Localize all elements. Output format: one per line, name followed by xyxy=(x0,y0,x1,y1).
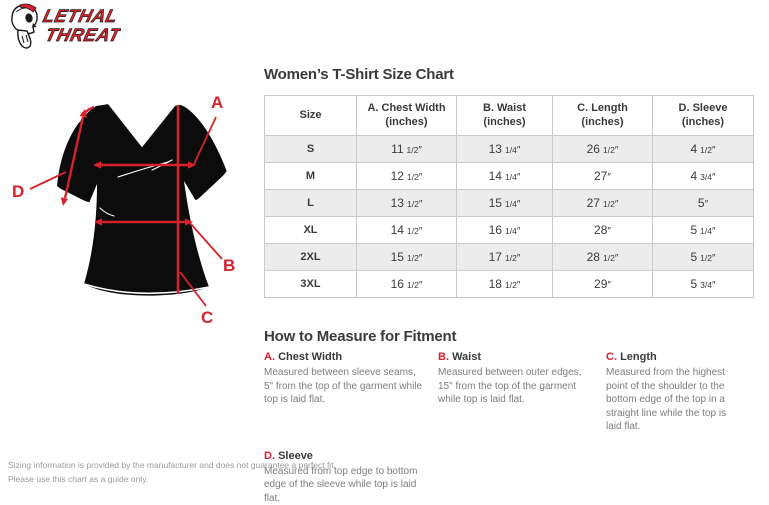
tshirt-silhouette xyxy=(57,104,227,296)
table-header-row: Size A. Chest Width (inches) B. Waist (i… xyxy=(265,96,754,136)
column-header-size: Size xyxy=(265,96,357,136)
size-label-cell: S xyxy=(265,136,357,163)
size-chart-table: Size A. Chest Width (inches) B. Waist (i… xyxy=(264,95,754,298)
measure-item-heading: C. Length xyxy=(606,351,742,363)
measure-item-name: Chest Width xyxy=(278,351,342,363)
size-label-cell: M xyxy=(265,163,357,190)
size-label-cell: 2XL xyxy=(265,244,357,271)
diagram-label-b: B xyxy=(223,256,235,275)
diagram-label-a: A xyxy=(211,93,223,112)
measure-item-letter: C. xyxy=(606,351,617,363)
disclaimer-line-1: Sizing information is provided by the ma… xyxy=(8,458,336,472)
column-header-waist: B. Waist (inches) xyxy=(457,96,553,136)
measure-item-heading: B. Waist xyxy=(438,351,592,363)
length-value-cell: 27″ xyxy=(553,163,653,190)
column-header-sleeve: D. Sleeve (inches) xyxy=(653,96,754,136)
measure-guide-grid: A. Chest Width Measured between sleeve s… xyxy=(264,351,764,505)
brand-logo: LETHAL THREAT xyxy=(6,2,121,52)
diagram-label-c: C xyxy=(201,308,213,327)
logo-text-lethal: LETHAL xyxy=(41,5,120,26)
measure-item-description: Measured between sleeve seams, 5" from t… xyxy=(264,366,424,407)
column-header-length: C. Length (inches) xyxy=(553,96,653,136)
disclaimer-line-2: Please use this chart as a guide only. xyxy=(8,472,336,486)
size-chart-table-container: Size A. Chest Width (inches) B. Waist (i… xyxy=(264,95,753,298)
measure-guide-item: C. Length Measured from the highest poin… xyxy=(606,351,756,434)
length-value-cell: 29″ xyxy=(553,271,653,298)
size-label-cell: L xyxy=(265,190,357,217)
measure-item-letter: B. xyxy=(438,351,449,363)
measure-item-heading: A. Chest Width xyxy=(264,351,424,363)
size-chart-title: Women’s T-Shirt Size Chart xyxy=(264,66,454,83)
sleeve-value-cell: 5″ xyxy=(653,190,754,217)
diagram-label-d: D xyxy=(12,182,24,201)
size-label-cell: 3XL xyxy=(265,271,357,298)
tshirt-measurement-diagram: A B C D xyxy=(0,75,260,335)
length-value-cell: 28″ xyxy=(553,217,653,244)
logo-text-threat: THREAT xyxy=(43,24,121,45)
disclaimer: Sizing information is provided by the ma… xyxy=(8,458,336,486)
skull-icon xyxy=(12,4,37,48)
measure-item-name: Waist xyxy=(452,351,481,363)
measure-guide-item: A. Chest Width Measured between sleeve s… xyxy=(264,351,438,434)
measure-item-name: Length xyxy=(620,351,657,363)
measure-item-description: Measured from the highest point of the s… xyxy=(606,366,742,434)
measure-guide-title: How to Measure for Fitment xyxy=(264,328,456,345)
measure-guide-item: B. Waist Measured between outer edges, 1… xyxy=(438,351,606,434)
size-label-cell: XL xyxy=(265,217,357,244)
measure-item-letter: A. xyxy=(264,351,275,363)
column-header-chest: A. Chest Width (inches) xyxy=(357,96,457,136)
measure-item-description: Measured between outer edges, 15" from t… xyxy=(438,366,592,407)
